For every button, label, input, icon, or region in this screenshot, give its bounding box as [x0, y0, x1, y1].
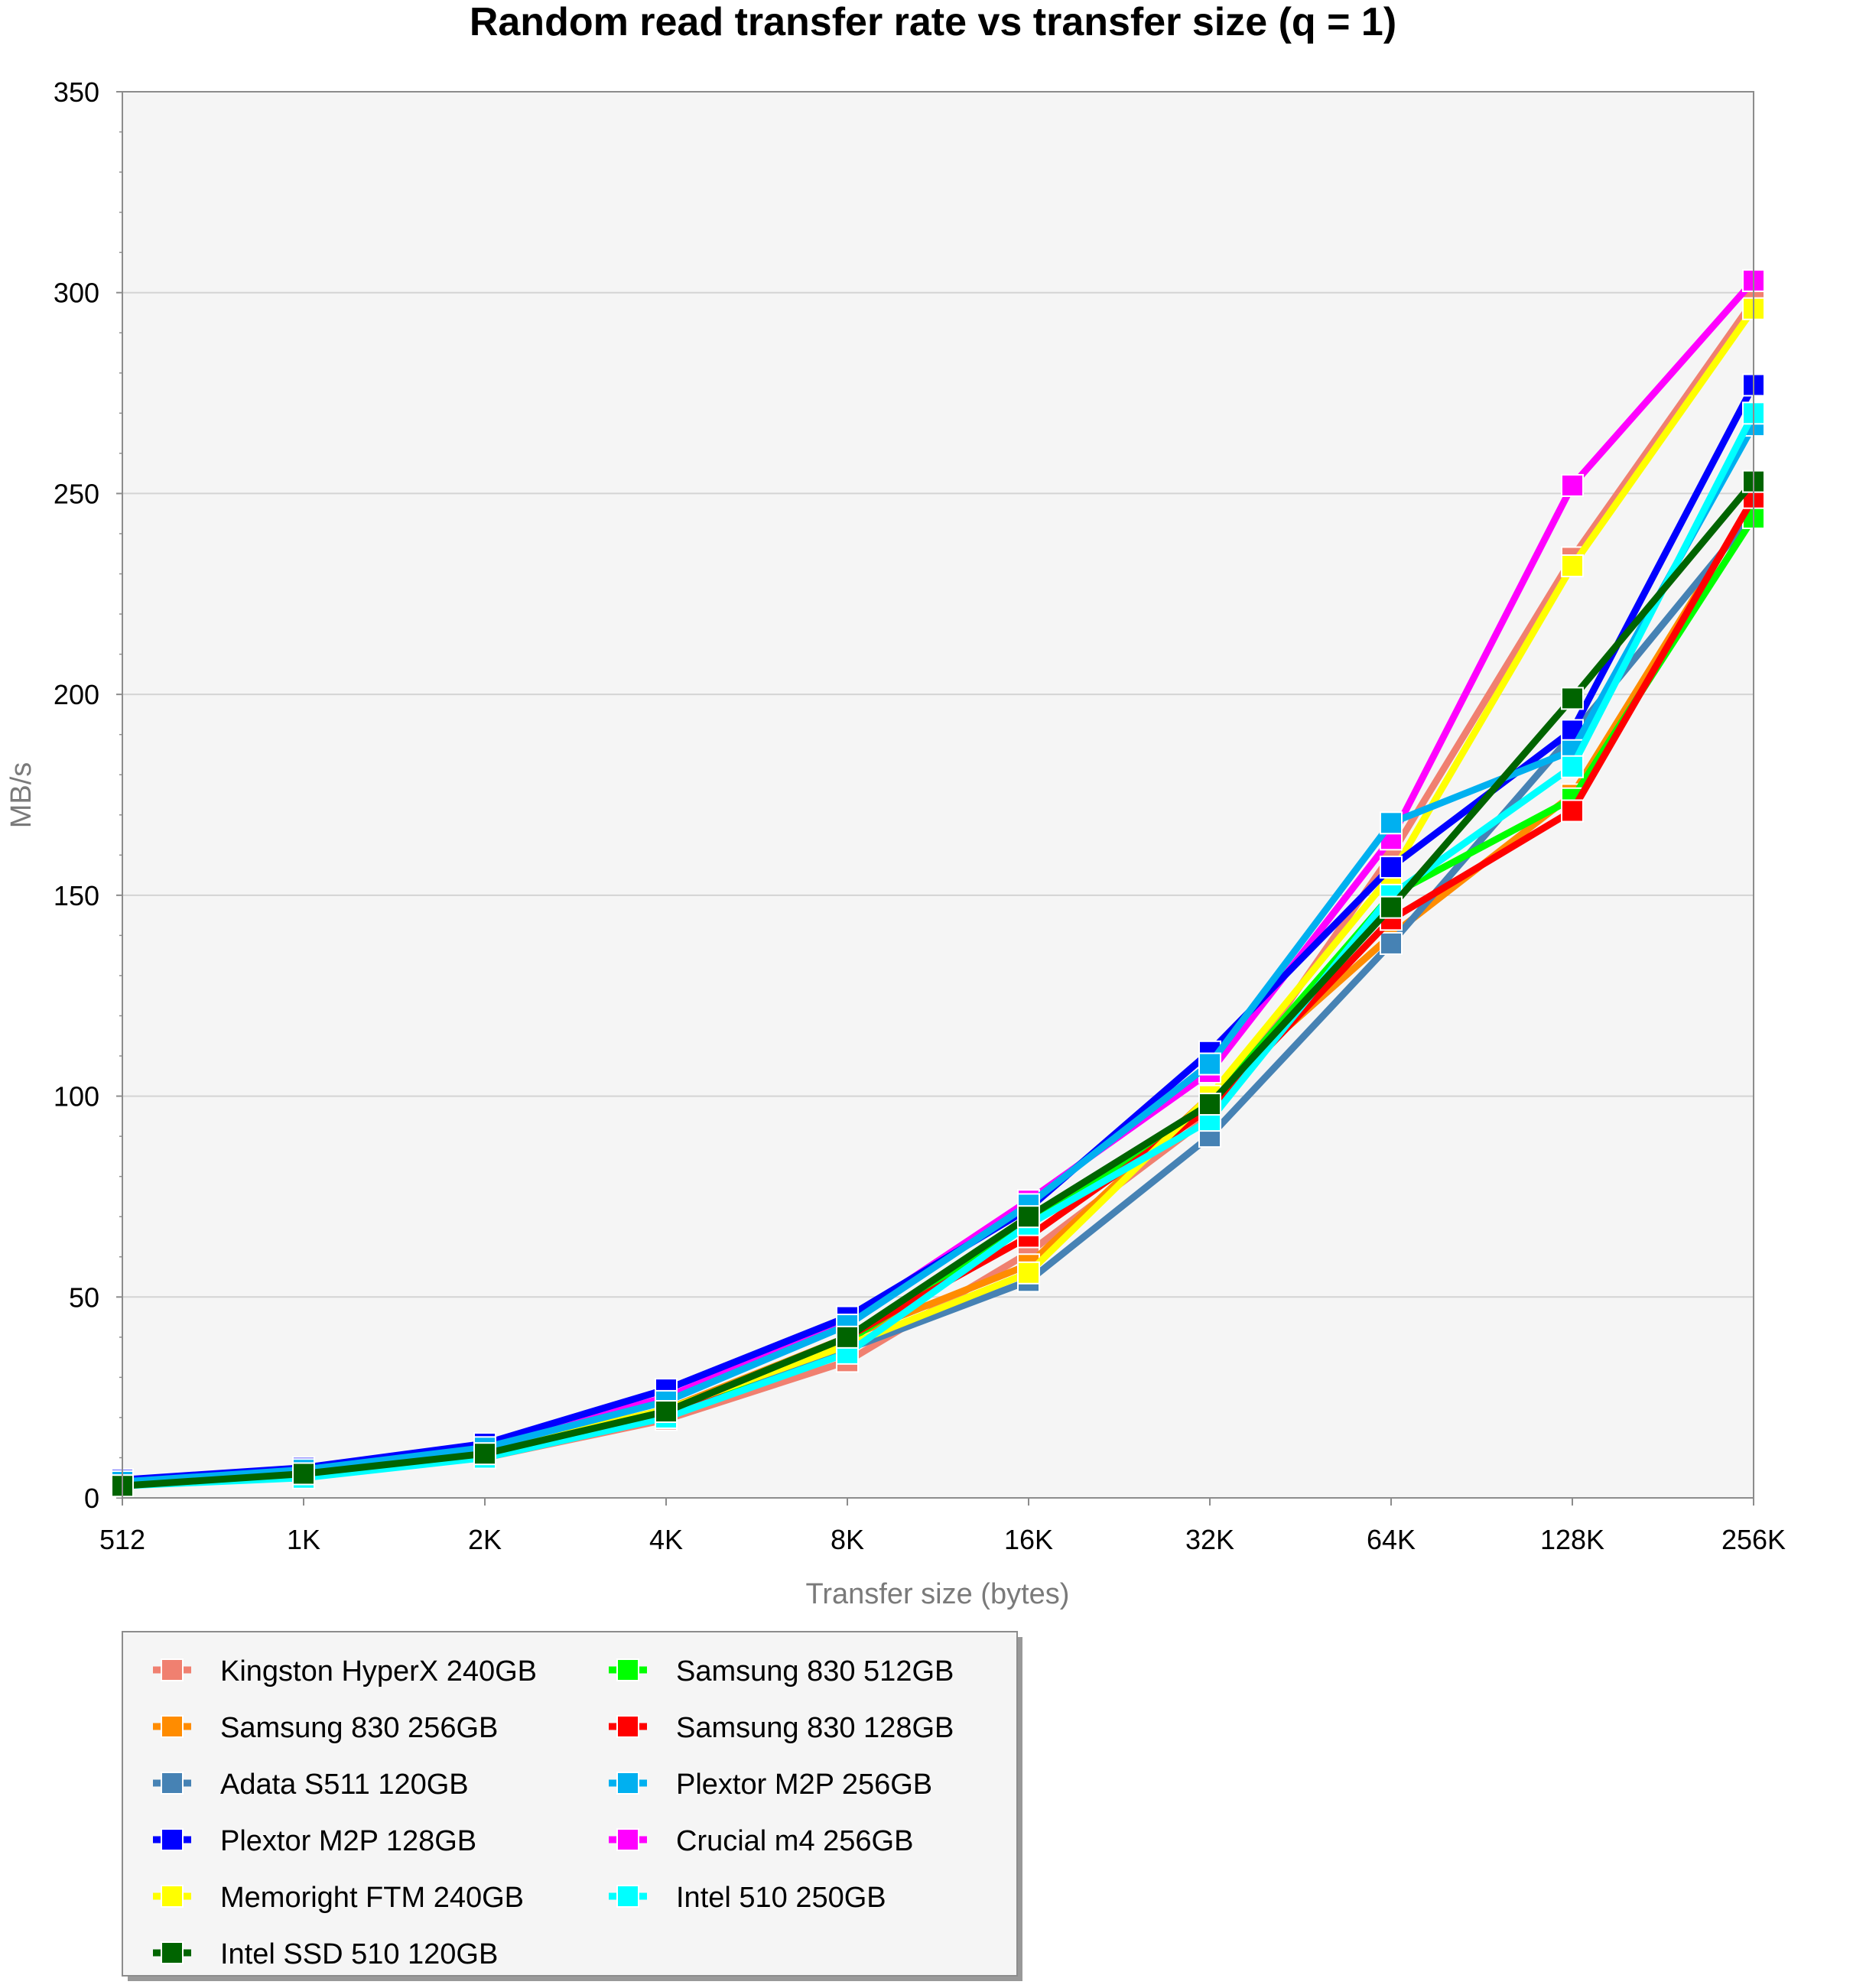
chart-title: Random read transfer rate vs transfer si… — [470, 0, 1396, 44]
data-point — [1017, 1205, 1040, 1229]
data-point — [1380, 811, 1403, 835]
gridlines — [122, 291, 1754, 1298]
data-point — [1380, 931, 1403, 955]
legend-label: Intel 510 250GB — [676, 1882, 886, 1914]
legend-item: Samsung 830 256GB — [153, 1712, 498, 1744]
legend-item: Plextor M2P 128GB — [153, 1825, 476, 1857]
legend-swatch-marker — [616, 1658, 639, 1681]
legend-label: Memoright FTM 240GB — [220, 1882, 524, 1914]
legend-label: Plextor M2P 128GB — [220, 1825, 476, 1857]
legend-swatch-marker — [161, 1828, 184, 1851]
legend-label: Samsung 830 256GB — [220, 1712, 498, 1744]
legend-label: Samsung 830 128GB — [676, 1712, 954, 1744]
data-point — [1561, 687, 1584, 710]
legend-swatch-marker — [616, 1772, 639, 1795]
x-axis-ticks: 512 1K 2K 4K 8K 16K 32K 64K 128K 256K — [99, 1498, 1786, 1555]
series-lines — [111, 268, 1765, 1498]
data-point — [1017, 1261, 1040, 1285]
legend-swatch-marker — [161, 1715, 184, 1738]
y-axis-title: MB/s — [5, 762, 37, 829]
legend-swatch-marker — [161, 1941, 184, 1964]
legend-swatch-marker — [616, 1828, 639, 1851]
legend-item: Memoright FTM 240GB — [153, 1882, 524, 1914]
x-tick-label: 8K — [831, 1524, 864, 1555]
legend-swatch-marker — [161, 1658, 184, 1681]
data-point — [1561, 473, 1584, 497]
legend: Kingston HyperX 240GB Samsung 830 256GB Ad… — [122, 1631, 1022, 1981]
y-tick-label: 100 — [54, 1081, 99, 1113]
legend-item: Samsung 830 512GB — [609, 1655, 954, 1688]
legend-label: Samsung 830 512GB — [676, 1655, 954, 1688]
data-point — [473, 1442, 496, 1466]
legend-item: Intel SSD 510 120GB — [153, 1938, 498, 1970]
x-axis-title: Transfer size (bytes) — [806, 1578, 1070, 1610]
legend-items: Kingston HyperX 240GB Samsung 830 256GB Ad… — [153, 1655, 954, 1970]
x-tick-label: 32K — [1185, 1524, 1234, 1555]
y-tick-label: 350 — [54, 76, 99, 108]
x-tick-label: 256K — [1721, 1524, 1786, 1555]
series-line — [119, 409, 1757, 1489]
legend-item: Intel 510 250GB — [609, 1882, 886, 1914]
data-point — [836, 1325, 859, 1349]
legend-box — [122, 1631, 1018, 1977]
legend-item: Adata S511 120GB — [153, 1769, 469, 1801]
data-point — [1561, 799, 1584, 823]
y-tick-label: 50 — [69, 1281, 99, 1313]
legend-item: Plextor M2P 256GB — [609, 1769, 932, 1801]
legend-swatch-marker — [616, 1715, 639, 1738]
data-point — [1561, 755, 1584, 778]
legend-swatch-marker — [616, 1885, 639, 1908]
x-tick-label: 2K — [468, 1524, 502, 1555]
x-tick-label: 16K — [1004, 1524, 1053, 1555]
data-point — [1380, 856, 1403, 879]
y-tick-label: 250 — [54, 478, 99, 509]
x-tick-label: 4K — [649, 1524, 683, 1555]
series-line — [119, 478, 1757, 1489]
legend-label: Adata S511 120GB — [220, 1769, 469, 1801]
legend-swatch-marker — [161, 1772, 184, 1795]
legend-label: Intel SSD 510 120GB — [220, 1938, 498, 1970]
data-point — [1198, 1093, 1221, 1116]
data-point — [1380, 895, 1403, 919]
x-tick-label: 128K — [1540, 1524, 1604, 1555]
plot-frame — [122, 91, 1754, 1499]
legend-label: Crucial m4 256GB — [676, 1825, 913, 1857]
y-tick-label: 200 — [54, 679, 99, 710]
y-axis-ticks: 0 50 100 150 200 250 300 350 — [54, 76, 122, 1514]
legend-item: Kingston HyperX 240GB — [153, 1655, 537, 1688]
legend-label: Kingston HyperX 240GB — [220, 1655, 537, 1688]
data-point — [1561, 554, 1584, 578]
data-point — [292, 1462, 315, 1486]
legend-label: Plextor M2P 256GB — [676, 1769, 932, 1801]
x-tick-label: 64K — [1367, 1524, 1416, 1555]
x-tick-label: 512 — [99, 1524, 145, 1555]
series-line — [119, 421, 1757, 1486]
data-point — [1198, 1052, 1221, 1076]
y-tick-label: 150 — [54, 880, 99, 911]
y-tick-label: 300 — [54, 278, 99, 309]
y-tick-label: 0 — [84, 1483, 99, 1514]
legend-item: Crucial m4 256GB — [609, 1825, 913, 1857]
series-intel-ssd-510-120gb — [111, 469, 1765, 1498]
legend-item: Samsung 830 128GB — [609, 1712, 954, 1744]
data-point — [655, 1400, 678, 1424]
legend-swatch-marker — [161, 1885, 184, 1908]
x-tick-label: 1K — [287, 1524, 320, 1555]
